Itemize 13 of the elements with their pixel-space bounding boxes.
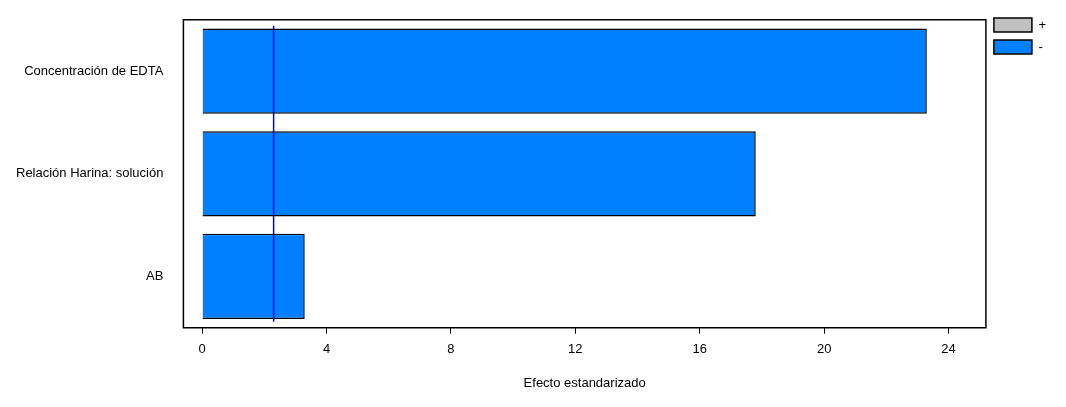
x-tick-label: 4: [322, 341, 331, 357]
x-tick-label: 16: [692, 341, 707, 357]
y-tick-label: Concentración de EDTA: [24, 62, 164, 78]
x-tick-label: 20: [816, 341, 832, 357]
x-tick-label: 8: [447, 341, 455, 357]
x-axis-title: Efecto estandarizado: [523, 374, 646, 390]
y-tick-label: Relación Harina: solución: [15, 165, 164, 181]
x-tick-label: 12: [568, 341, 583, 357]
x-tick-label: 24: [941, 341, 956, 357]
legend-label: -: [1038, 38, 1043, 54]
x-tick-label: 0: [198, 341, 206, 357]
legend-label: +: [1038, 16, 1046, 32]
y-tick-label: AB: [146, 268, 164, 284]
